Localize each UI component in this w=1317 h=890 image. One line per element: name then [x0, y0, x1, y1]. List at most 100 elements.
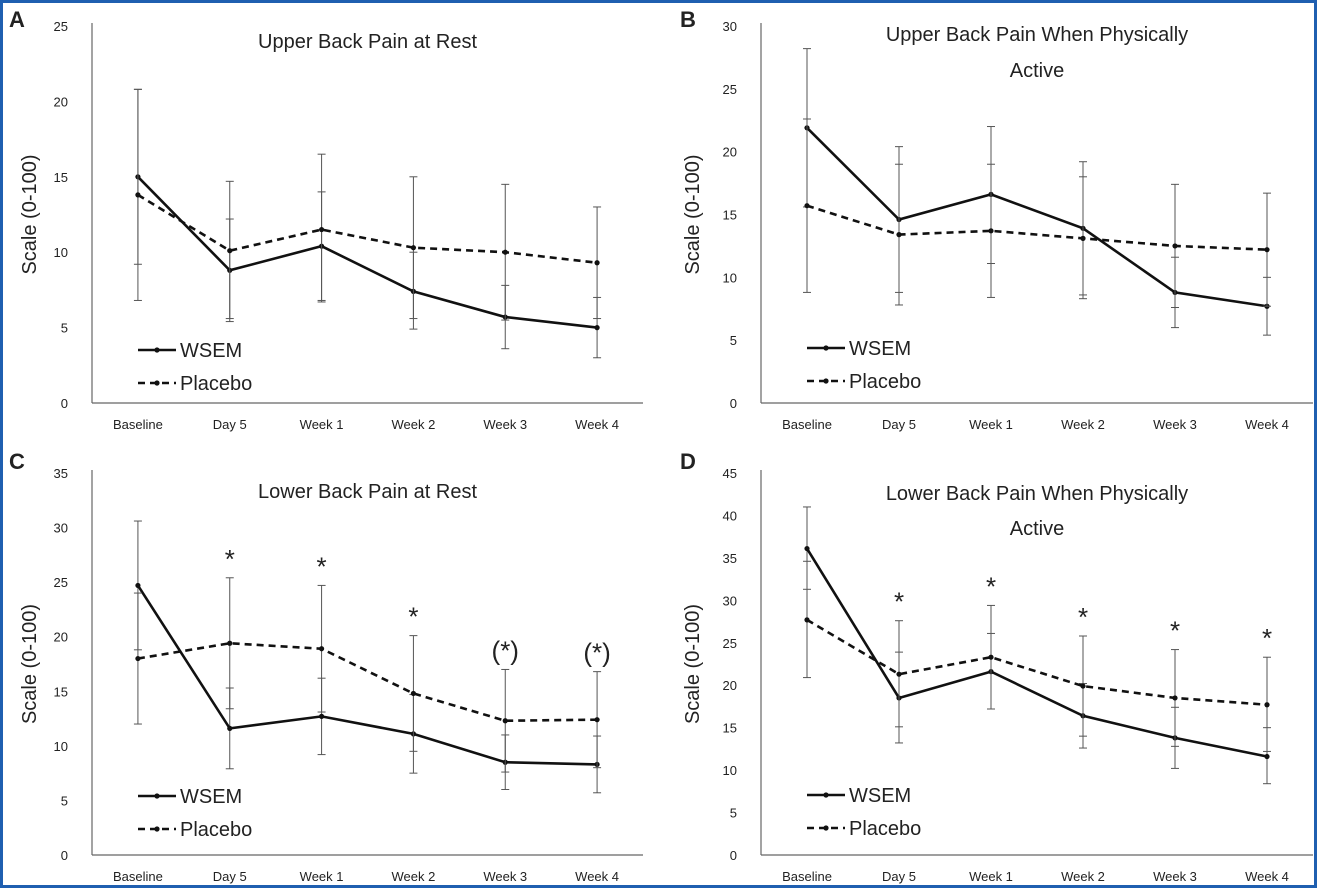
- x-tick-label: Week 4: [575, 417, 619, 432]
- y-tick-label: 5: [730, 333, 737, 348]
- data-point: [227, 640, 233, 646]
- data-point: [594, 325, 600, 331]
- x-tick-label: Week 2: [391, 417, 435, 432]
- chart-title: Lower Back Pain When Physically: [886, 483, 1188, 505]
- series-line: [806, 618, 1268, 707]
- y-tick-label: 45: [723, 466, 737, 481]
- series-placebo: [133, 577, 602, 773]
- x-tick-label: Week 3: [483, 869, 527, 884]
- significance-marker: *: [225, 544, 235, 574]
- y-tick-label: 15: [723, 721, 737, 736]
- data-point: [318, 646, 325, 652]
- y-tick-label: 40: [723, 508, 737, 523]
- legend-entry-wsem: WSEM: [807, 785, 911, 807]
- panel-letter: B: [680, 7, 696, 32]
- x-tick-label: Day 5: [882, 869, 916, 884]
- y-tick-label: 0: [730, 396, 737, 411]
- chart-panel-a: A 0 5 10 15 20 25 Baseline Day 5 Week 1 Week 2 Week…: [9, 7, 643, 432]
- y-tick-label: 25: [723, 636, 737, 651]
- significance-marker: *: [894, 587, 904, 617]
- series-line: [137, 641, 598, 723]
- significance-marker: *: [317, 551, 327, 581]
- legend-entry-placebo: Placebo: [138, 819, 252, 841]
- legend-label: WSEM: [849, 785, 911, 807]
- x-tick-label: Week 3: [1153, 869, 1197, 884]
- legend-entry-wsem: WSEM: [138, 786, 242, 808]
- legend-label: WSEM: [849, 338, 911, 360]
- data-point: [804, 545, 810, 552]
- y-tick-label: 10: [54, 739, 68, 754]
- x-tick-label: Baseline: [113, 417, 163, 432]
- data-point: [1172, 695, 1178, 701]
- legend-label: Placebo: [180, 819, 252, 841]
- x-tick-label: Week 4: [1245, 417, 1289, 432]
- data-point: [1264, 753, 1270, 760]
- y-tick-label: 30: [723, 593, 737, 608]
- x-tick-label: Day 5: [882, 417, 916, 432]
- y-tick-label: 0: [61, 396, 68, 411]
- data-point: [804, 203, 810, 209]
- series-line: [136, 584, 598, 766]
- series-wsem: [133, 88, 602, 359]
- y-tick-label: 15: [723, 208, 737, 223]
- series-line: [137, 193, 598, 265]
- data-point: [988, 228, 994, 234]
- series-line: [136, 175, 598, 329]
- chart-panel-c: C 0 5 10 15 20 25 30 35 Baseline Day 5 Week 1 Week 2…: [9, 449, 643, 884]
- y-tick-label: 10: [723, 270, 737, 285]
- y-tick-label: 5: [61, 793, 68, 808]
- panel-letter: C: [9, 449, 25, 474]
- y-tick-label: 25: [54, 575, 68, 590]
- data-point: [594, 260, 600, 266]
- significance-marker: *: [1170, 616, 1180, 646]
- chart-title: Upper Back Pain at Rest: [258, 31, 477, 53]
- x-tick-label: Week 4: [575, 869, 619, 884]
- significance-marker: *: [1262, 623, 1272, 653]
- x-tick-label: Baseline: [113, 869, 163, 884]
- y-tick-label: 20: [54, 94, 68, 109]
- legend-marker: [823, 792, 829, 798]
- legend-entry-wsem: WSEM: [138, 340, 242, 362]
- significance-marker: *: [408, 602, 418, 632]
- significance-marker: (*): [583, 638, 610, 668]
- series-wsem: [803, 506, 1271, 785]
- data-point: [1080, 683, 1086, 689]
- data-point: [502, 249, 508, 255]
- y-tick-label: 15: [54, 170, 68, 185]
- y-tick-label: 20: [723, 145, 737, 160]
- legend-marker: [154, 347, 160, 353]
- data-point: [502, 718, 508, 724]
- legend-label: Placebo: [849, 371, 921, 393]
- data-point: [896, 232, 902, 238]
- significance-marker: *: [986, 571, 996, 601]
- legend-label: WSEM: [180, 786, 242, 808]
- chart-panel-d: D 0 5 10 15 20 25 30 35 40 45 Baseline Day 5 Week 1 We…: [680, 449, 1313, 884]
- y-tick-label: 30: [54, 521, 68, 536]
- data-point: [1172, 243, 1178, 249]
- y-tick-label: 5: [61, 321, 68, 336]
- y-tick-label: 0: [61, 848, 68, 863]
- legend-marker: [823, 825, 829, 831]
- y-tick-label: 10: [54, 245, 68, 260]
- y-tick-label: 25: [54, 19, 68, 34]
- chart-title: Upper Back Pain When Physically: [886, 24, 1188, 46]
- y-tick-label: 25: [723, 82, 737, 97]
- legend-marker: [823, 345, 829, 351]
- y-axis-label: Scale (0-100): [682, 154, 704, 274]
- chart-title: Lower Back Pain at Rest: [258, 481, 477, 503]
- legend-label: WSEM: [180, 340, 242, 362]
- x-tick-label: Week 3: [1153, 417, 1197, 432]
- series-placebo: [803, 118, 1271, 308]
- series-wsem: [803, 48, 1271, 336]
- x-tick-label: Week 2: [1061, 869, 1105, 884]
- data-point: [318, 226, 325, 233]
- legend-label: Placebo: [849, 818, 921, 840]
- y-tick-label: 5: [730, 806, 737, 821]
- legend-entry-placebo: Placebo: [807, 818, 921, 840]
- significance-marker: (*): [492, 635, 519, 665]
- y-tick-label: 20: [723, 678, 737, 693]
- data-point: [1264, 247, 1270, 253]
- data-point: [804, 617, 810, 623]
- data-point: [594, 717, 600, 723]
